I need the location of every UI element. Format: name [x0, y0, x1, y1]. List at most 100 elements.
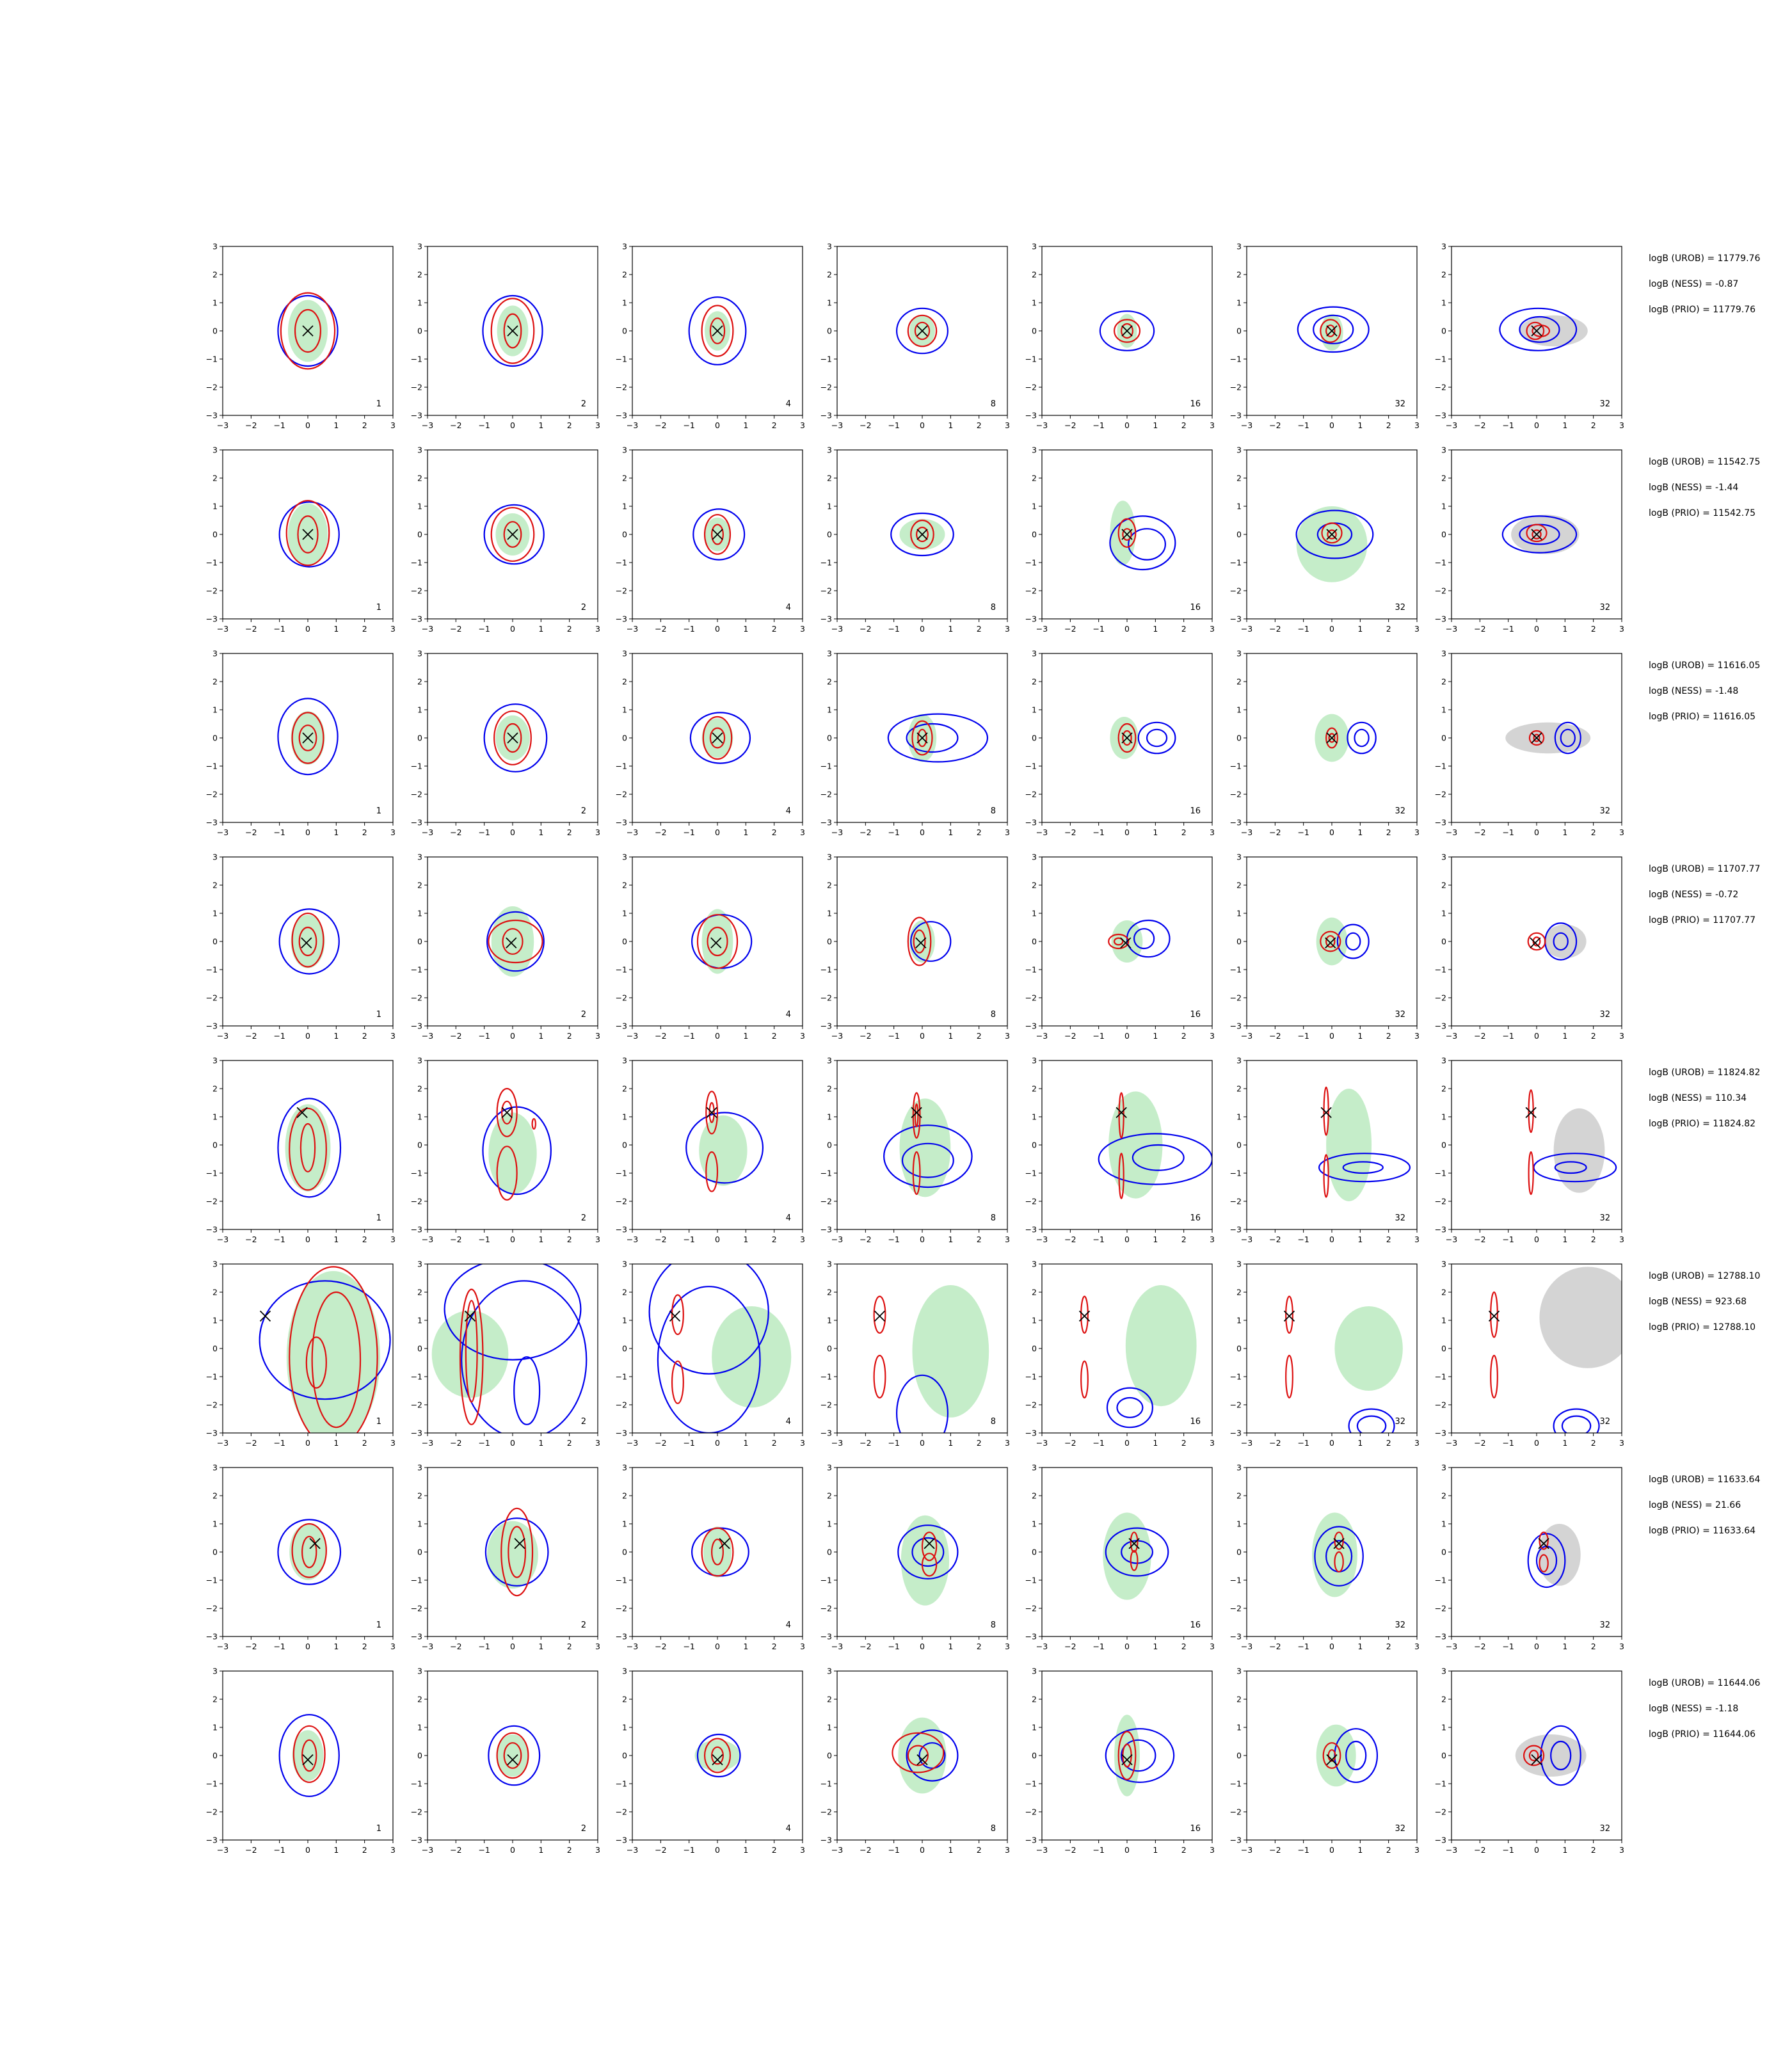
red-contour	[496, 1146, 518, 1201]
y-tick-label: −3	[411, 1021, 422, 1031]
plot-area	[1527, 1524, 1581, 1588]
y-tick-label: −1	[820, 1576, 832, 1585]
plot-area	[277, 292, 339, 370]
x-tick-label: −2	[655, 1438, 666, 1448]
x-tick-label: 0	[510, 1235, 515, 1244]
x-tick-label: −1	[1502, 828, 1514, 837]
x-tick-label: −1	[273, 420, 285, 430]
x-tick-label: −1	[888, 1031, 899, 1041]
x-tick-label: −1	[1297, 828, 1309, 837]
x-tick-label: 2	[567, 828, 572, 837]
red-contour	[1325, 324, 1336, 337]
x-tick-label: −1	[1502, 1438, 1514, 1448]
y-tick-label: 3	[622, 1056, 627, 1066]
y-tick-label: 3	[1441, 1260, 1446, 1269]
y-tick-label: 2	[622, 474, 627, 483]
red-contour	[496, 1732, 529, 1779]
panel-label: 32	[1599, 1417, 1610, 1427]
red-contour	[1334, 1532, 1344, 1550]
x-tick-label: 3	[1619, 1438, 1624, 1448]
panel-r6-c5: −3−3 −2 −2 −1 −1 0 0 1 1 2 2 3 3 16	[1025, 1260, 1215, 1448]
plot-area	[278, 908, 340, 975]
plot-area	[431, 1264, 588, 1433]
x-marker	[669, 1310, 681, 1322]
y-tick-label: 0	[417, 326, 422, 336]
blue-contour	[897, 1524, 959, 1580]
red-contour	[711, 1746, 724, 1765]
red-contour	[291, 712, 324, 764]
x-tick-label: 0	[510, 1642, 515, 1651]
plot-area	[1098, 1091, 1212, 1199]
panel-r1-c6: −3−3 −2 −2 −1 −1 0 0 1 1 2 2 3 3 32	[1230, 242, 1420, 431]
y-tick-label: −3	[616, 614, 627, 624]
y-tick-label: 1	[417, 1316, 422, 1325]
y-tick-label: −3	[1025, 1225, 1037, 1235]
panel-label: 2	[581, 603, 586, 612]
panel-r1-c5: −3−3 −2 −2 −1 −1 0 0 1 1 2 2 3 3 16	[1025, 242, 1215, 431]
red-contour	[711, 524, 724, 545]
plot-area	[278, 500, 340, 568]
blue-contour	[1499, 307, 1578, 351]
x-tick-label: −2	[245, 1438, 257, 1448]
x-tick-label: 3	[1005, 1642, 1010, 1651]
x-tick-label: −1	[478, 1845, 490, 1855]
blue-contour	[1318, 1153, 1411, 1183]
blue-contour	[895, 307, 948, 355]
x-tick-label: 3	[1210, 1845, 1215, 1855]
panel-label: 32	[1395, 603, 1405, 612]
x-marker	[1283, 1310, 1295, 1322]
y-tick-label: −1	[616, 1576, 627, 1585]
red-contour	[1122, 528, 1132, 541]
panel-label: 1	[376, 1620, 381, 1630]
panel-label: 32	[1599, 806, 1610, 816]
x-tick-label: 0	[715, 1438, 720, 1448]
x-tick-label: 3	[1210, 420, 1215, 430]
red-contour	[1327, 529, 1337, 540]
x-tick-label: −3	[1446, 1235, 1457, 1244]
blue-contour	[1347, 721, 1377, 755]
y-tick-label: 1	[1032, 298, 1037, 308]
x-tick-label: 3	[1414, 1642, 1420, 1651]
x-tick-label: −1	[888, 624, 899, 634]
x-tick-label: 2	[567, 1642, 572, 1651]
panel-label: 8	[991, 1417, 996, 1427]
plot-area	[897, 1515, 959, 1606]
y-tick-label: −3	[206, 1021, 218, 1031]
y-tick-label: −2	[1435, 1807, 1446, 1817]
y-tick-label: −2	[411, 383, 422, 392]
red-contour	[917, 728, 927, 748]
panel-label: 1	[376, 1010, 381, 1020]
logB-annotation: logB (UROB) = 11779.76	[1649, 253, 1760, 264]
y-tick-label: −1	[1025, 558, 1037, 568]
red-contour	[702, 716, 733, 760]
y-tick-label: 0	[1032, 1140, 1037, 1150]
y-tick-label: −2	[616, 1807, 627, 1817]
x-tick-label: 0	[1329, 420, 1334, 430]
x-tick-label: −1	[1297, 1438, 1309, 1448]
y-tick-label: −1	[411, 1779, 422, 1789]
x-tick-label: 2	[567, 420, 572, 430]
plot-area	[1109, 500, 1176, 571]
y-tick-label: −1	[1025, 762, 1037, 771]
plot-area	[1501, 515, 1580, 554]
red-contour	[496, 1087, 518, 1137]
y-tick-label: 0	[1236, 1344, 1242, 1354]
y-tick-label: 1	[622, 298, 627, 308]
x-tick-label: −3	[422, 828, 433, 837]
x-tick-label: 0	[305, 1845, 310, 1855]
blue-contour	[1560, 728, 1576, 748]
panel-label: 2	[581, 1213, 586, 1223]
blue-contour	[278, 501, 340, 568]
red-contour	[503, 723, 522, 753]
y-tick-label: 3	[417, 445, 422, 455]
red-contour	[703, 514, 732, 555]
x-tick-label: −3	[217, 1438, 228, 1448]
x-tick-label: 0	[920, 1642, 925, 1651]
y-tick-label: 0	[212, 1140, 218, 1150]
x-tick-label: −3	[217, 1845, 228, 1855]
plot-area	[1283, 1295, 1403, 1433]
y-tick-label: −3	[1435, 411, 1446, 420]
panel-r1-c7: −3−3 −2 −2 −1 −1 0 0 1 1 2 2 3 3 32	[1435, 242, 1624, 431]
y-tick-label: 2	[417, 1695, 422, 1704]
panel-r8-c2: −3−3 −2 −2 −1 −1 0 0 1 1 2 2 3 3 2	[411, 1667, 600, 1855]
